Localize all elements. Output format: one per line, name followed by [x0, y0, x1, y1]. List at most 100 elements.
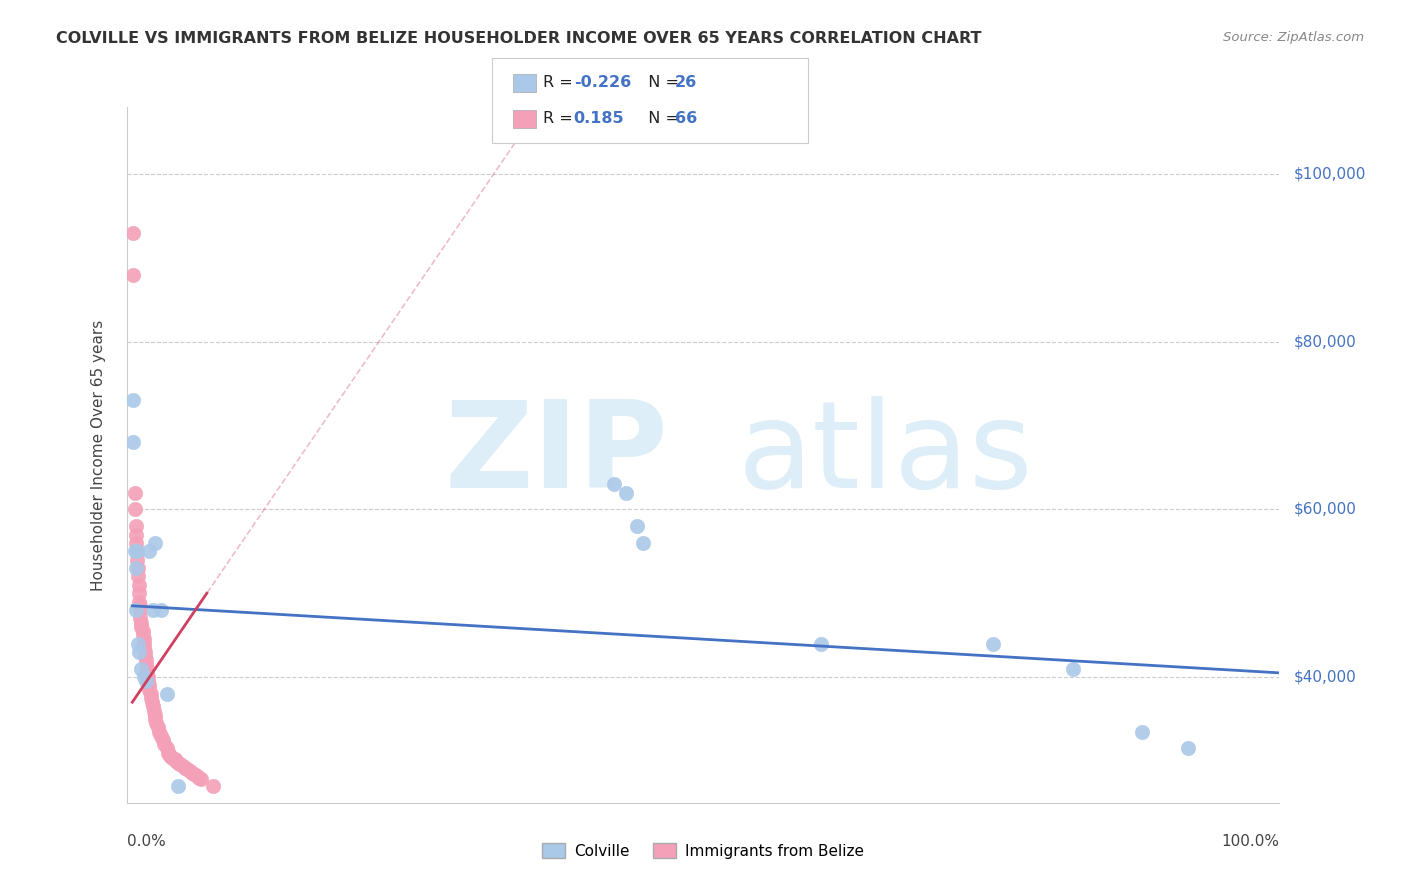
Point	[128, 645, 150, 659]
Point	[156, 746, 179, 760]
Point	[127, 636, 149, 650]
Point	[125, 519, 148, 533]
Point	[167, 779, 190, 793]
Point	[125, 603, 148, 617]
Point	[165, 754, 187, 768]
Point	[139, 691, 162, 706]
Point	[145, 716, 167, 731]
Legend: Colville, Immigrants from Belize: Colville, Immigrants from Belize	[536, 837, 870, 864]
Point	[136, 662, 159, 676]
Point	[143, 704, 166, 718]
Text: N =: N =	[638, 76, 685, 90]
Text: 0.0%: 0.0%	[127, 834, 166, 849]
Point	[146, 720, 169, 734]
Point	[129, 611, 152, 625]
Point	[125, 527, 148, 541]
Point	[125, 552, 148, 566]
Point	[128, 578, 150, 592]
Point	[176, 762, 198, 776]
Point	[132, 632, 155, 647]
Point	[142, 603, 165, 617]
Text: 66: 66	[675, 112, 697, 126]
Point	[156, 741, 179, 756]
Text: $100,000: $100,000	[1294, 167, 1365, 182]
Point	[131, 624, 153, 638]
Point	[143, 536, 166, 550]
Point	[631, 536, 654, 550]
Point	[149, 603, 172, 617]
Point	[159, 748, 181, 763]
Point	[129, 603, 152, 617]
Point	[122, 226, 145, 240]
Text: R =: R =	[543, 112, 578, 126]
Point	[136, 665, 159, 680]
Text: 100.0%: 100.0%	[1222, 834, 1279, 849]
Text: Source: ZipAtlas.com: Source: ZipAtlas.com	[1223, 31, 1364, 45]
Text: $80,000: $80,000	[1294, 334, 1357, 350]
Point	[156, 687, 179, 701]
Point	[132, 640, 155, 655]
Point	[603, 477, 626, 491]
Point	[124, 485, 146, 500]
Point	[138, 678, 160, 692]
Point	[163, 752, 186, 766]
Text: R =: R =	[543, 76, 578, 90]
Point	[131, 615, 153, 630]
Point	[128, 586, 150, 600]
Text: 0.185: 0.185	[574, 112, 624, 126]
Point	[138, 674, 160, 689]
Point	[174, 761, 197, 775]
Point	[179, 764, 201, 778]
Text: $60,000: $60,000	[1294, 502, 1357, 516]
Point	[138, 544, 160, 558]
Point	[134, 649, 156, 664]
Point	[181, 765, 204, 780]
Point	[139, 687, 162, 701]
Text: $40,000: $40,000	[1294, 670, 1357, 684]
Point	[135, 657, 157, 672]
Point	[152, 733, 174, 747]
Point	[129, 599, 152, 613]
Text: COLVILLE VS IMMIGRANTS FROM BELIZE HOUSEHOLDER INCOME OVER 65 YEARS CORRELATION : COLVILLE VS IMMIGRANTS FROM BELIZE HOUSE…	[56, 31, 981, 46]
Point	[134, 645, 156, 659]
Point	[122, 435, 145, 450]
Point	[142, 699, 165, 714]
Point	[125, 544, 148, 558]
Text: ZIP: ZIP	[444, 396, 668, 514]
Point	[125, 561, 148, 575]
Text: atlas: atlas	[738, 396, 1033, 514]
Point	[157, 747, 180, 761]
Point	[128, 594, 150, 608]
Point	[810, 636, 832, 650]
Point	[148, 724, 170, 739]
Point	[143, 712, 166, 726]
Point	[131, 628, 153, 642]
Point	[127, 569, 149, 583]
Text: N =: N =	[638, 112, 685, 126]
Point	[122, 393, 145, 408]
Point	[187, 771, 209, 785]
Y-axis label: Householder Income Over 65 years: Householder Income Over 65 years	[91, 319, 105, 591]
Point	[149, 729, 172, 743]
Point	[131, 662, 153, 676]
Point	[125, 544, 148, 558]
Point	[124, 502, 146, 516]
Point	[132, 636, 155, 650]
Point	[626, 519, 648, 533]
Point	[127, 561, 149, 575]
Point	[135, 674, 157, 689]
Point	[1062, 662, 1084, 676]
Point	[1177, 741, 1199, 756]
Point	[190, 772, 212, 787]
Point	[172, 759, 194, 773]
Point	[167, 756, 190, 770]
Point	[981, 636, 1004, 650]
Point	[153, 737, 176, 751]
Point	[135, 653, 157, 667]
Point	[141, 695, 163, 709]
Point	[169, 757, 191, 772]
Point	[138, 670, 160, 684]
Point	[183, 767, 205, 781]
Point	[125, 536, 148, 550]
Point	[131, 620, 153, 634]
